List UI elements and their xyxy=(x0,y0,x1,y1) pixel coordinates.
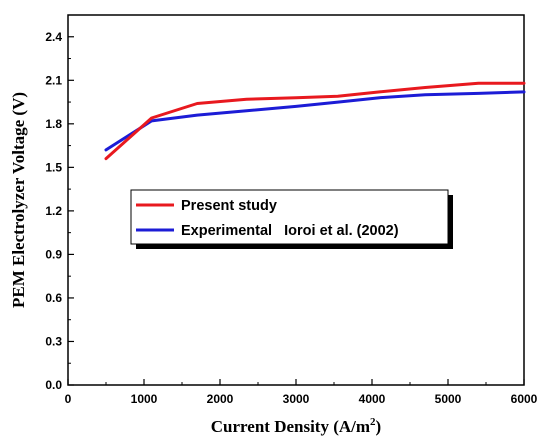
y-tick-label: 1.2 xyxy=(45,204,62,218)
x-tick-label: 3000 xyxy=(283,392,310,406)
x-tick-label: 2000 xyxy=(207,392,234,406)
x-tick-label: 4000 xyxy=(359,392,386,406)
y-tick-label: 0.3 xyxy=(45,334,62,348)
series-lines xyxy=(104,81,526,161)
y-tick-label: 2.1 xyxy=(45,73,62,87)
series-line-0 xyxy=(104,81,526,161)
axis-ticks: 0 1000 2000 3000 4000 5000 6000 0.0 0.3 0.6 0.9 1.2… xyxy=(45,30,537,406)
y-tick-label: 2.4 xyxy=(45,30,62,44)
y-tick-label: 0.6 xyxy=(45,291,62,305)
y-tick-label: 0.0 xyxy=(45,378,62,392)
y-tick-label: 1.8 xyxy=(45,117,62,131)
legend-label-experimental: Experimental Ioroi et al. (2002) xyxy=(181,223,399,239)
legend-label-present-study: Present study xyxy=(181,198,277,214)
y-tick-label: 0.9 xyxy=(45,247,62,261)
legend-box xyxy=(130,189,449,245)
x-tick-label: 1000 xyxy=(131,392,158,406)
x-tick-label: 5000 xyxy=(435,392,462,406)
x-axis-title: Current Density (A/m2) xyxy=(211,416,381,436)
x-tick-label: 0 xyxy=(65,392,72,406)
y-tick-label: 1.5 xyxy=(45,160,62,174)
series-line-1 xyxy=(104,90,526,152)
y-axis-title: PEM Electrolyzer Voltage (V) xyxy=(9,92,28,308)
legend: Present study Experimental Ioroi et al. … xyxy=(130,189,453,249)
x-tick-label: 6000 xyxy=(511,392,538,406)
